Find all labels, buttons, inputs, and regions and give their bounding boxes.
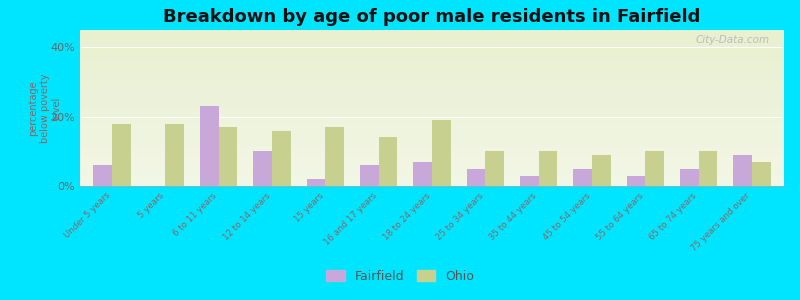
Bar — [200, 106, 218, 186]
Y-axis label: percentage
below poverty
level: percentage below poverty level — [28, 73, 62, 143]
Bar — [432, 120, 450, 186]
Text: City-Data.com: City-Data.com — [696, 35, 770, 45]
Bar — [166, 124, 184, 186]
Legend: Fairfield, Ohio: Fairfield, Ohio — [321, 265, 479, 288]
Bar — [520, 176, 538, 186]
Bar — [272, 130, 290, 186]
Bar — [326, 127, 344, 186]
Bar — [414, 162, 432, 186]
Bar — [646, 151, 664, 186]
Bar — [486, 151, 504, 186]
Bar — [218, 127, 238, 186]
Title: Breakdown by age of poor male residents in Fairfield: Breakdown by age of poor male residents … — [163, 8, 701, 26]
Bar — [466, 169, 486, 186]
Bar — [574, 169, 592, 186]
Bar — [698, 151, 718, 186]
Bar — [752, 162, 770, 186]
Bar — [306, 179, 326, 186]
Bar — [378, 137, 398, 186]
Bar — [538, 151, 558, 186]
Bar — [680, 169, 698, 186]
Bar — [734, 155, 752, 186]
Bar — [112, 124, 130, 186]
Bar — [360, 165, 378, 186]
Bar — [626, 176, 646, 186]
Bar — [94, 165, 112, 186]
Bar — [254, 151, 272, 186]
Bar — [592, 155, 610, 186]
